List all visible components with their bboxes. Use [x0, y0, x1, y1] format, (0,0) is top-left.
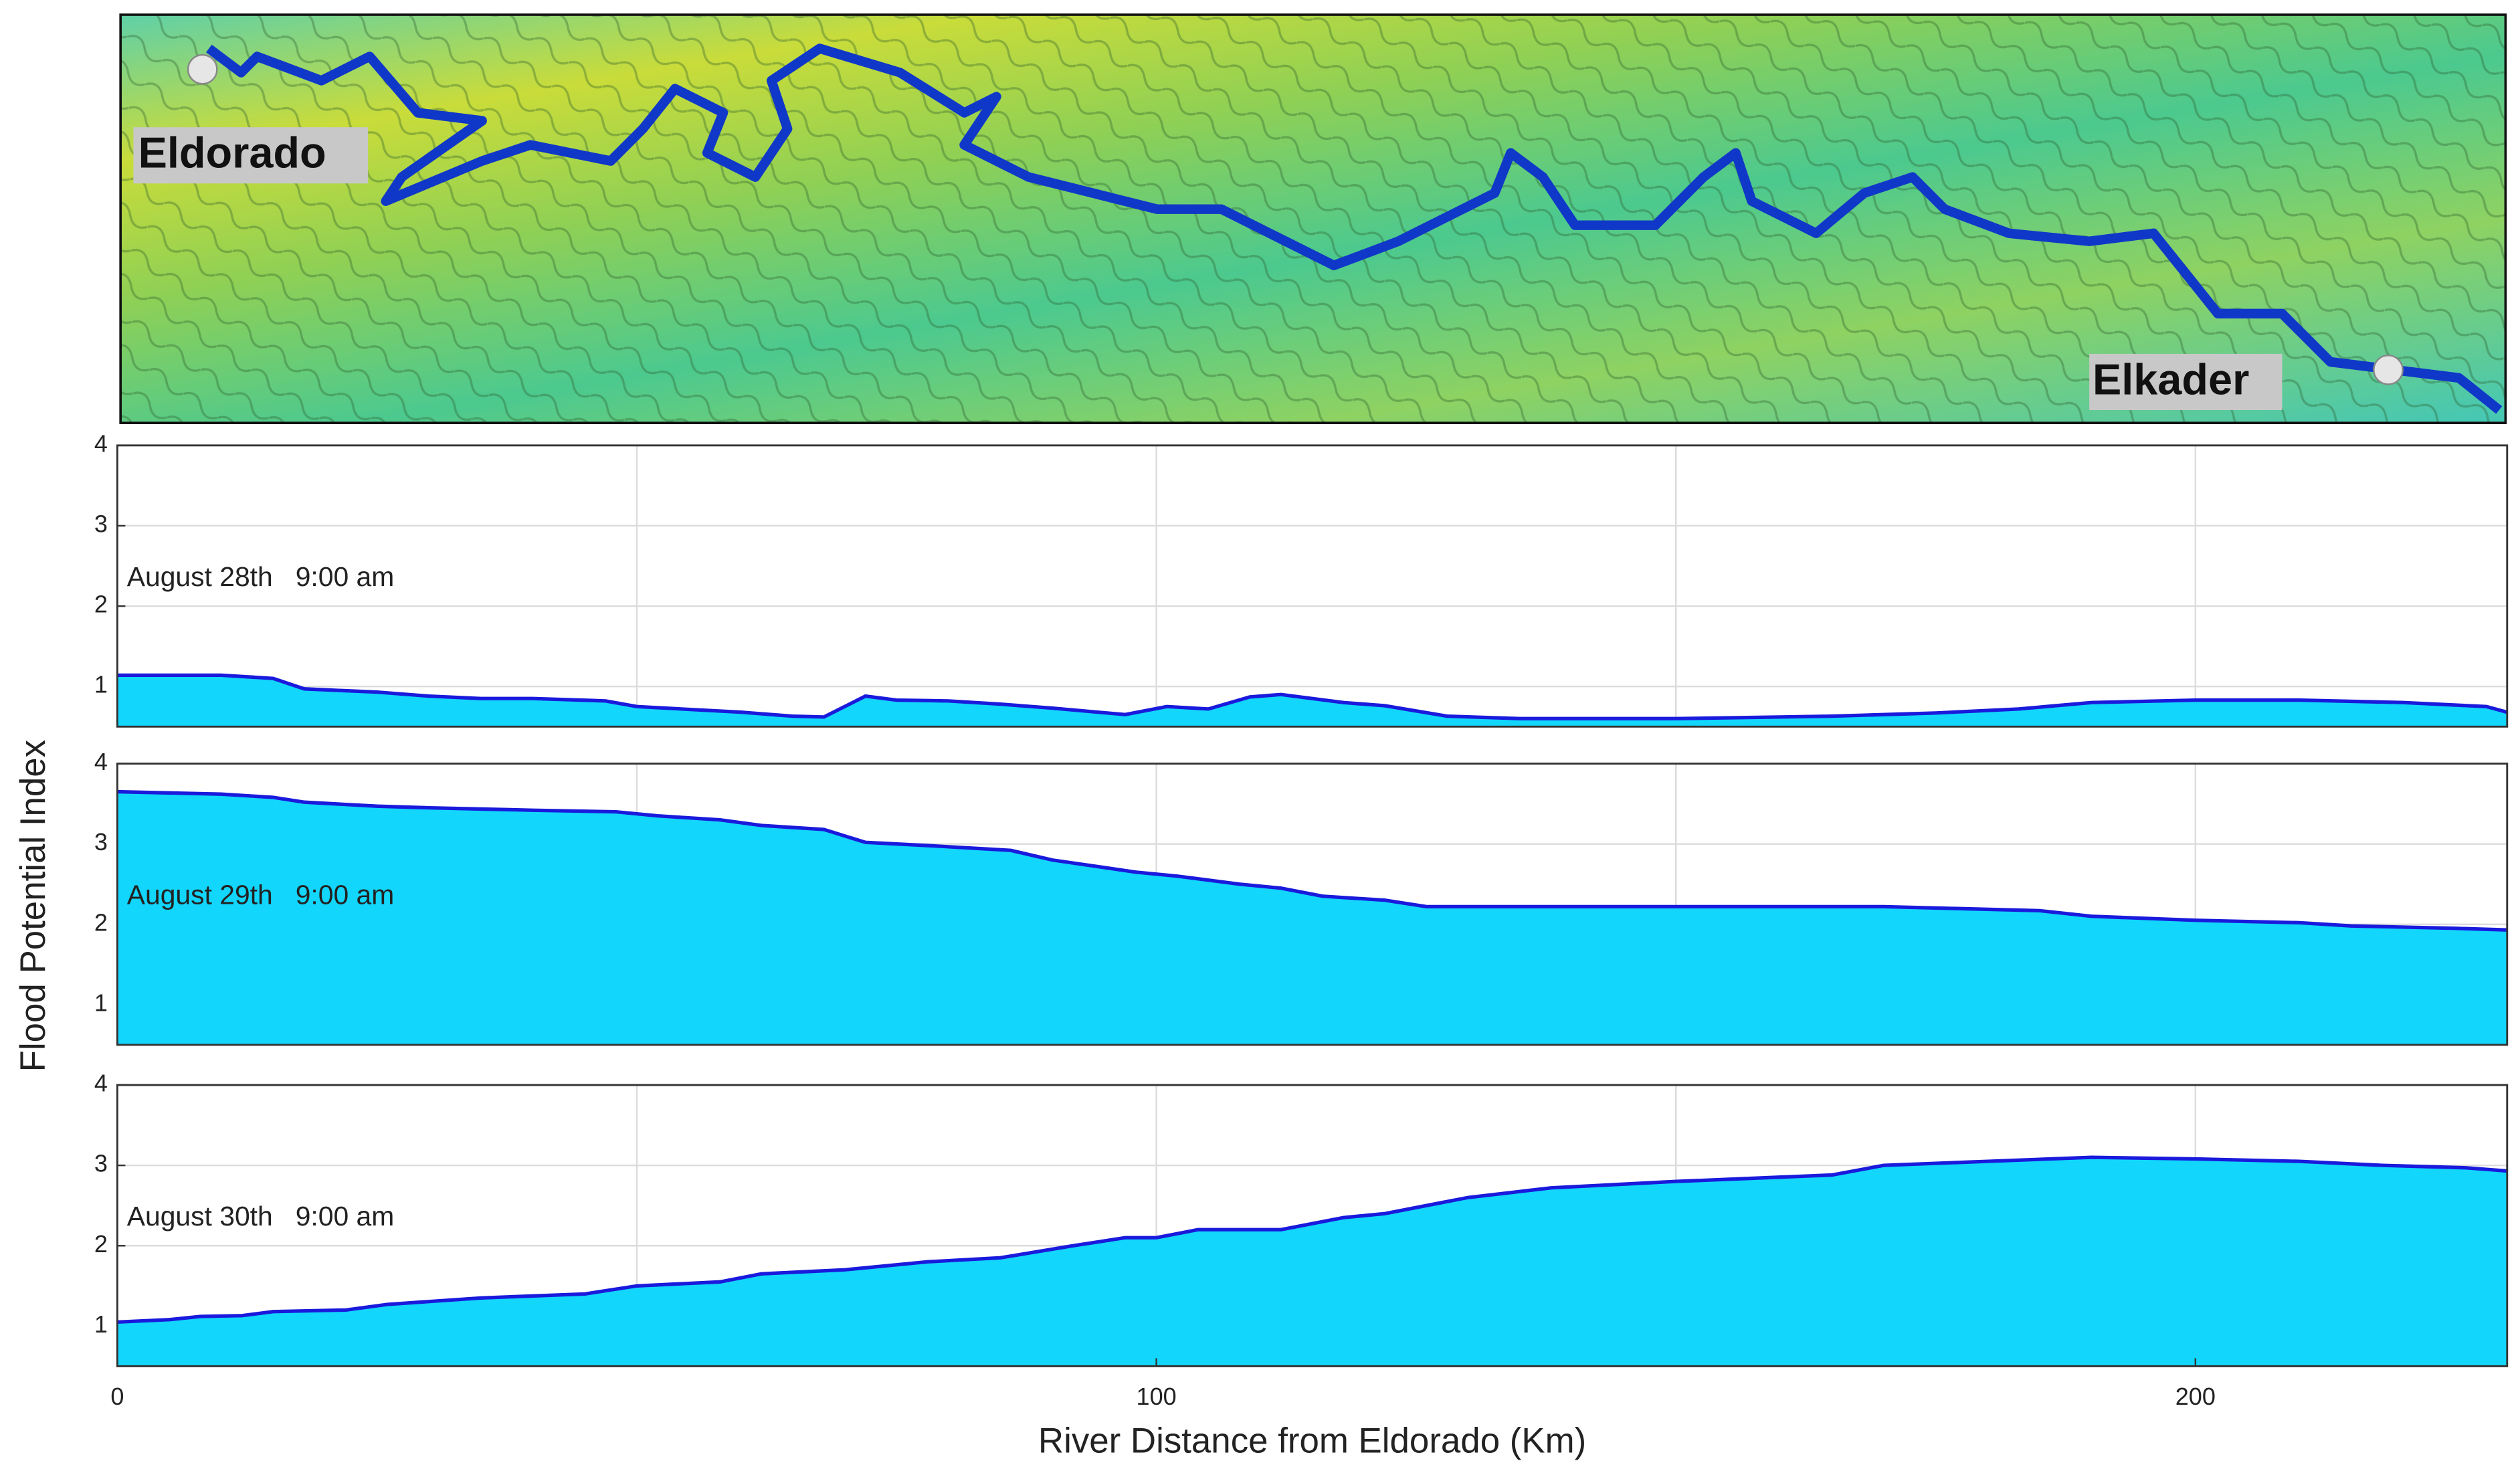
area-line [117, 673, 2508, 720]
plot-frame [116, 1084, 2509, 1367]
x-tick-label: 200 [2175, 1383, 2216, 1410]
y-tick-label: 3 [94, 510, 108, 537]
panel-annotation: August 28th 9:00 am [127, 561, 394, 592]
river [205, 43, 2503, 414]
y-tick-label: 4 [94, 748, 108, 775]
plot-frame [116, 763, 2509, 1046]
label-box [133, 127, 369, 184]
panel-annotation: August 30th 9:00 am [127, 1201, 394, 1231]
area-line [117, 1155, 2507, 1324]
plot-area [117, 445, 2507, 727]
y-tick-label: 3 [94, 828, 108, 856]
label-box [2089, 353, 2283, 411]
x-axis-label: River Distance from Eldorado (Km) [1038, 1421, 1586, 1461]
y-tick-label: 1 [94, 1310, 108, 1338]
area-fill [117, 1157, 2507, 1367]
x-tick-label: 0 [110, 1383, 124, 1410]
area-line [117, 789, 2507, 932]
y-tick-label: 2 [94, 591, 108, 618]
terrain-map: Eldorado Elkader [119, 13, 2507, 425]
map-frame [119, 13, 2507, 425]
y-tick-label: 3 [94, 1150, 108, 1177]
y-tick-label: 2 [94, 908, 108, 936]
plot-frame [116, 444, 2509, 728]
elkader-marker [2373, 355, 2404, 385]
area-fill [117, 791, 2507, 1045]
y-axis-label: Flood Potential Index [13, 740, 53, 1072]
panel-annotation: August 29th 9:00 am [127, 880, 394, 910]
x-tick-label: 100 [1137, 1383, 1177, 1410]
y-tick-label: 1 [94, 671, 108, 698]
y-tick-label: 4 [94, 429, 108, 457]
place-label: Eldorado [138, 128, 326, 177]
eldorado-marker [187, 54, 218, 85]
y-tick-label: 1 [94, 989, 108, 1016]
y-tick-label: 4 [94, 1070, 108, 1097]
y-tick-label: 2 [94, 1230, 108, 1258]
place-label: Elkader [2093, 355, 2249, 403]
